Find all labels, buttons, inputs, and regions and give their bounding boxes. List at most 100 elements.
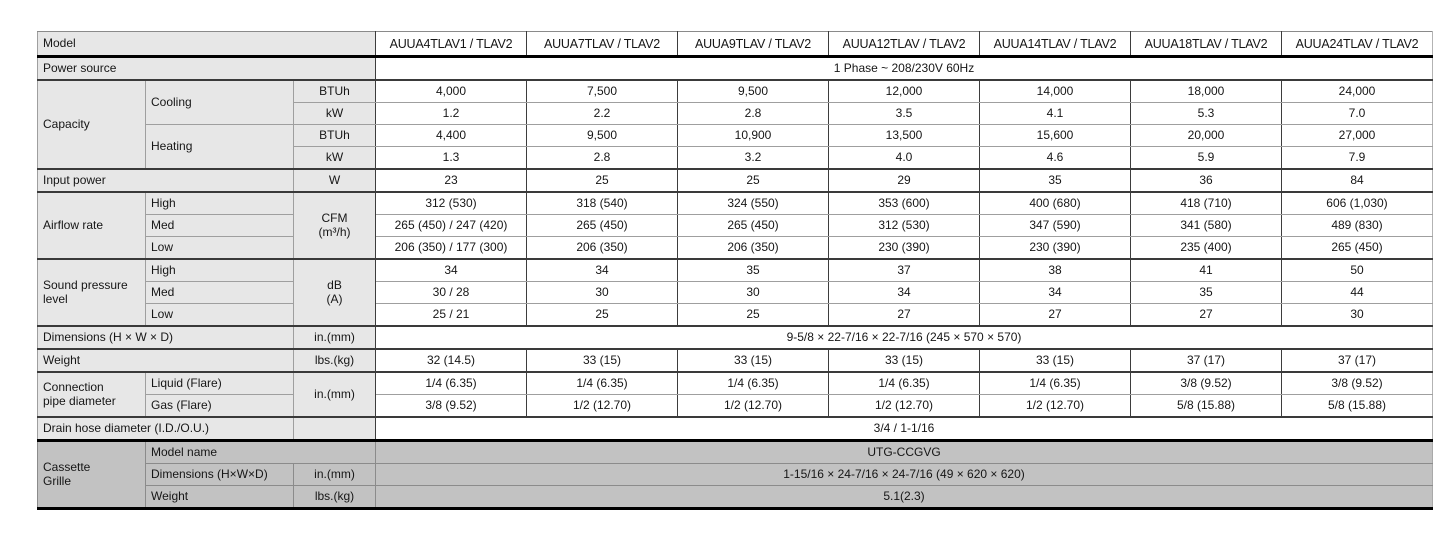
heating-btuh-value: 4,400 [375, 124, 527, 147]
airflow-unit: CFM (m³/h) [293, 191, 376, 260]
cassette-weight-label: Weight [145, 485, 294, 510]
pipe-gas-value: 1/2 (12.70) [828, 394, 980, 418]
cassette-model-value: UTG-CCGVG [375, 439, 1433, 464]
sound-high-value: 41 [1130, 258, 1282, 282]
pipe-liquid-value: 1/4 (6.35) [979, 371, 1131, 395]
model-column-header: AUUA14TLAV / TLAV2 [979, 31, 1131, 58]
airflow-med-value: 312 (530) [828, 214, 980, 237]
airflow-med-value: 265 (450) / 247 (420) [375, 214, 527, 237]
cooling-kw-value: 1.2 [375, 102, 527, 125]
pipe-gas-value: 1/2 (12.70) [677, 394, 829, 418]
sound-low-label: Low [145, 303, 294, 327]
power-source-value: 1 Phase ~ 208/230V 60Hz [375, 56, 1433, 81]
airflow-high-value: 400 (680) [979, 191, 1131, 215]
airflow-high-value: 418 (710) [1130, 191, 1282, 215]
input-power-value: 25 [677, 168, 829, 193]
sound-med-value: 30 [677, 281, 829, 304]
cassette-model-row: Cassette Grille Model name UTG-CCGVG [37, 439, 1433, 510]
sound-med-value: 44 [1281, 281, 1433, 304]
pipe-liquid-label: Liquid (Flare) [145, 371, 294, 395]
cassette-weight-unit: lbs.(kg) [293, 485, 376, 510]
sound-med-value: 34 [828, 281, 980, 304]
pipe-gas-value: 5/8 (15.88) [1130, 394, 1282, 418]
sound-med-label: Med [145, 281, 294, 304]
pipe-gas-value: 1/2 (12.70) [979, 394, 1131, 418]
input-power-value: 23 [375, 168, 527, 193]
drain-hose-label: Drain hose diameter (I.D./O.U.) [37, 416, 294, 441]
dimensions-unit: in.(mm) [293, 325, 376, 350]
cooling-kw-value: 5.3 [1130, 102, 1282, 125]
cassette-grille-label: Cassette Grille [37, 439, 146, 510]
heating-kw-value: 3.2 [677, 146, 829, 170]
sound-high-label: High [145, 258, 294, 282]
cooling-kw-value: 2.2 [526, 102, 678, 125]
heating-label: Heating [145, 124, 294, 170]
heating-btuh-value: 20,000 [1130, 124, 1282, 147]
cassette-weight-value: 5.1(2.3) [375, 485, 1433, 510]
capacity-cooling-btuh-row: Capacity Cooling BTUh 4,000 7,500 9,500 12,… [37, 79, 1433, 170]
airflow-high-value: 318 (540) [526, 191, 678, 215]
airflow-low-row: Low 206 (350) / 177 (300) 206 (350) 206 (3… [38, 236, 1433, 260]
sound-high-value: 37 [828, 258, 980, 282]
power-source-row: Power source 1 Phase ~ 208/230V 60Hz [37, 56, 1433, 81]
drain-hose-value: 3/4 / 1-1/16 [375, 416, 1433, 441]
cooling-btuh-value: 9,500 [677, 79, 829, 103]
weight-value: 37 (17) [1130, 348, 1282, 373]
airflow-med-label: Med [145, 214, 294, 237]
airflow-med-value: 265 (450) [677, 214, 829, 237]
capacity-heating-kw-row: kW 1.3 2.8 3.2 4.0 4.6 5.9 7.9 [38, 146, 1433, 170]
airflow-high-value: 606 (1,030) [1281, 191, 1433, 215]
cassette-model-label: Model name [145, 439, 376, 464]
weight-value: 32 (14.5) [375, 348, 527, 373]
heating-btuh-value: 10,900 [677, 124, 829, 147]
model-row-label: Model [37, 31, 376, 58]
input-power-label: Input power [37, 168, 294, 193]
pipe-liquid-value: 1/4 (6.35) [526, 371, 678, 395]
airflow-med-value: 489 (830) [1281, 214, 1433, 237]
heating-kw-value: 4.6 [979, 146, 1131, 170]
cooling-btuh-value: 7,500 [526, 79, 678, 103]
model-column-header: AUUA9TLAV / TLAV2 [677, 31, 829, 58]
sound-high-value: 50 [1281, 258, 1433, 282]
sound-high-value: 35 [677, 258, 829, 282]
heating-kw-value: 2.8 [526, 146, 678, 170]
cooling-kw-value: 7.0 [1281, 102, 1433, 125]
airflow-low-value: 206 (350) / 177 (300) [375, 236, 527, 260]
weight-value: 37 (17) [1281, 348, 1433, 373]
sound-med-value: 34 [979, 281, 1131, 304]
heating-btuh-value: 27,000 [1281, 124, 1433, 147]
input-power-value: 25 [526, 168, 678, 193]
sound-low-value: 27 [1130, 303, 1282, 327]
airflow-high-value: 324 (550) [677, 191, 829, 215]
input-power-row: Input power W 23 25 25 29 35 36 84 [37, 168, 1433, 193]
pipe-gas-value: 5/8 (15.88) [1281, 394, 1433, 418]
cooling-btuh-unit: BTUh [293, 79, 376, 103]
heating-btuh-value: 13,500 [828, 124, 980, 147]
pipe-gas-label: Gas (Flare) [145, 394, 294, 418]
heating-btuh-unit: BTUh [293, 124, 376, 147]
sound-high-value: 38 [979, 258, 1131, 282]
weight-value: 33 (15) [979, 348, 1131, 373]
cooling-btuh-value: 24,000 [1281, 79, 1433, 103]
airflow-low-value: 230 (390) [828, 236, 980, 260]
dimensions-label: Dimensions (H × W × D) [37, 325, 294, 350]
heating-kw-value: 4.0 [828, 146, 980, 170]
cassette-dimensions-label: Dimensions (H×W×D) [145, 463, 294, 486]
pipe-liquid-value: 3/8 (9.52) [1281, 371, 1433, 395]
sound-med-row: Med 30 / 28 30 30 34 34 35 44 [38, 281, 1433, 304]
pipe-gas-value: 3/8 (9.52) [375, 394, 527, 418]
sound-low-value: 25 [526, 303, 678, 327]
spec-sheet: Model AUUA4TLAV1 / TLAV2 AUUA7TLAV / TLAV… [37, 31, 1433, 510]
airflow-low-value: 265 (450) [1281, 236, 1433, 260]
cassette-weight-row: Weight lbs.(kg) 5.1(2.3) [38, 485, 1433, 510]
sound-low-value: 27 [979, 303, 1131, 327]
airflow-low-value: 206 (350) [526, 236, 678, 260]
cassette-dimensions-unit: in.(mm) [293, 463, 376, 486]
power-source-label: Power source [37, 56, 376, 81]
sound-low-value: 25 / 21 [375, 303, 527, 327]
pipe-gas-value: 1/2 (12.70) [526, 394, 678, 418]
heating-kw-value: 1.3 [375, 146, 527, 170]
pipe-unit: in.(mm) [293, 371, 376, 418]
sound-low-value: 27 [828, 303, 980, 327]
airflow-low-value: 235 (400) [1130, 236, 1282, 260]
